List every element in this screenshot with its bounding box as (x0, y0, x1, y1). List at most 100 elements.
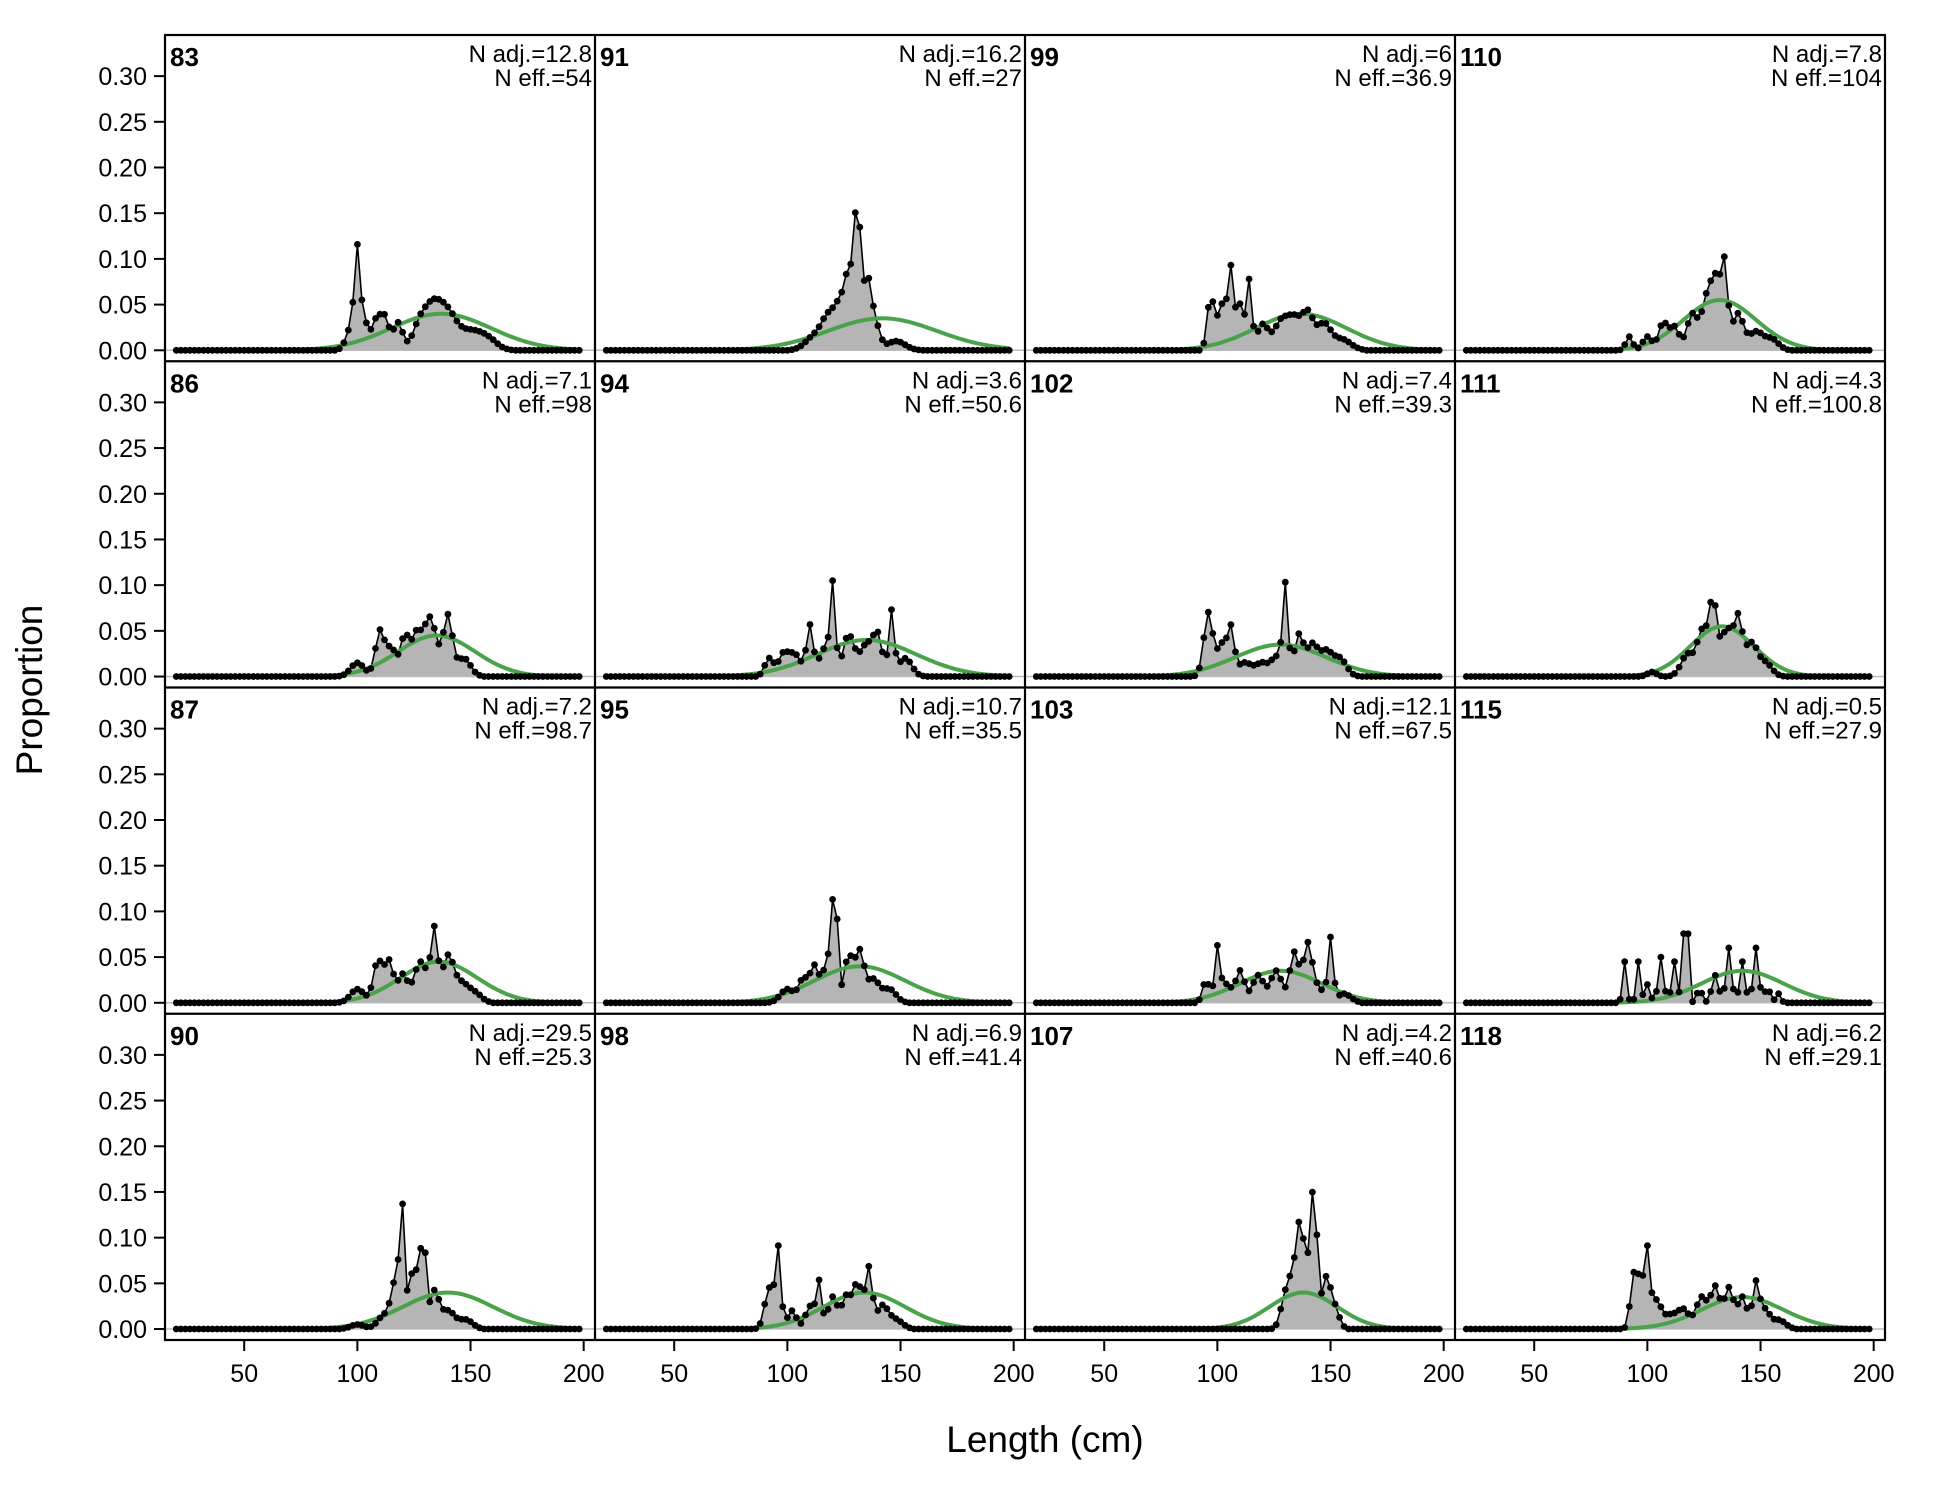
observed-point (774, 658, 782, 665)
panel-id-label: 87 (170, 695, 199, 725)
observed-point (340, 671, 348, 679)
observed-point (467, 662, 474, 669)
observed-point (462, 655, 470, 663)
observed-point (824, 308, 832, 316)
observed-point (1725, 944, 1733, 952)
observed-point (815, 1276, 823, 1284)
panel-id-label: 99 (1030, 42, 1059, 72)
observed-point (1209, 630, 1217, 637)
observed-point (1766, 662, 1773, 669)
observed-point (1757, 653, 1764, 661)
x-tick-label: 100 (337, 1360, 379, 1388)
observed-point (806, 334, 814, 341)
observed-point (1435, 1325, 1443, 1333)
observed-point (1725, 1283, 1733, 1291)
observed-point (1766, 1310, 1773, 1318)
observed-point (1739, 317, 1746, 325)
observed-point (449, 632, 456, 640)
observed-point (412, 1266, 420, 1274)
observed-point (1734, 988, 1742, 996)
observed-line (176, 1203, 580, 1330)
observed-point (1689, 649, 1696, 657)
observed-point (1005, 673, 1013, 680)
observed-point (349, 298, 357, 306)
observed-point (1693, 1301, 1701, 1309)
y-tick-label: 0.20 (98, 807, 147, 835)
observed-point (1345, 992, 1352, 999)
observed-point (426, 613, 434, 621)
observed-point (1318, 986, 1325, 994)
observed-point (1263, 982, 1271, 990)
observed-point (399, 1200, 406, 1208)
observed-point (874, 322, 882, 330)
observed-point (575, 1325, 583, 1333)
observed-point (851, 953, 859, 961)
observed-point (1644, 981, 1651, 988)
observed-point (1616, 346, 1624, 354)
observed-point (1734, 609, 1742, 617)
panel-id-label: 102 (1030, 368, 1073, 398)
panel-id-label: 95 (600, 695, 629, 725)
observed-point (860, 1286, 868, 1293)
observed-point (1748, 1302, 1755, 1310)
observed-point (1680, 654, 1687, 662)
panel-110: 110 N adj.=7.8N eff.=104 (1455, 41, 1885, 354)
observed-point (797, 342, 805, 350)
observed-point (1689, 998, 1696, 1006)
panel-id-label: 110 (1460, 42, 1502, 72)
observed-point (874, 628, 882, 636)
observed-point (802, 1311, 809, 1319)
observed-point (824, 950, 832, 958)
observed-point (1309, 314, 1316, 322)
observed-point (1707, 277, 1715, 285)
observed-point (802, 973, 809, 981)
y-tick-label: 0.25 (98, 109, 147, 137)
observed-point (1331, 979, 1339, 987)
observed-point (761, 662, 769, 669)
n-eff-label: N eff.=39.3 (1334, 391, 1452, 418)
observed-point (811, 961, 818, 969)
x-tick-label: 100 (1197, 1360, 1239, 1388)
observed-point (1634, 958, 1642, 965)
observed-area (1466, 256, 1870, 351)
observed-point (575, 673, 583, 680)
observed-point (385, 956, 393, 963)
n-adj-label: N adj.=6.9 (912, 1020, 1022, 1047)
observed-point (1268, 1325, 1276, 1333)
observed-point (1204, 303, 1212, 311)
observed-point (793, 1314, 800, 1322)
observed-point (435, 1295, 443, 1303)
observed-point (1214, 942, 1221, 949)
observed-point (1865, 346, 1873, 354)
observed-point (1770, 996, 1778, 1004)
observed-point (1345, 665, 1352, 673)
observed-point (403, 1287, 411, 1294)
n-eff-label: N eff.=98.7 (474, 718, 592, 745)
observed-point (1739, 628, 1746, 635)
n-eff-label: N eff.=27.9 (1764, 718, 1882, 745)
observed-point (1336, 653, 1343, 661)
observed-point (879, 1301, 886, 1309)
observed-point (444, 303, 452, 311)
observed-point (1281, 1286, 1289, 1293)
observed-point (883, 651, 891, 659)
observed-point (1272, 652, 1280, 660)
observed-point (1725, 302, 1733, 309)
observed-point (430, 922, 438, 930)
n-eff-label: N eff.=50.6 (904, 391, 1022, 418)
x-tick-label: 50 (1520, 1360, 1548, 1388)
observed-point (394, 1256, 402, 1263)
observed-point (752, 1325, 760, 1332)
observed-point (1734, 309, 1742, 317)
observed-point (1684, 320, 1692, 327)
y-tick-label: 0.00 (98, 1316, 147, 1344)
observed-point (372, 962, 379, 969)
x-tick-label: 50 (1090, 1360, 1118, 1388)
panel-83: 83 N adj.=12.8N eff.=54 (165, 41, 595, 354)
observed-point (838, 288, 846, 296)
y-tick-label: 0.05 (98, 944, 147, 972)
observed-point (1648, 994, 1656, 1002)
observed-area (606, 212, 1010, 351)
observed-point (1770, 667, 1778, 675)
panel-90: 90 N adj.=29.5N eff.=25.3 (165, 1020, 595, 1333)
